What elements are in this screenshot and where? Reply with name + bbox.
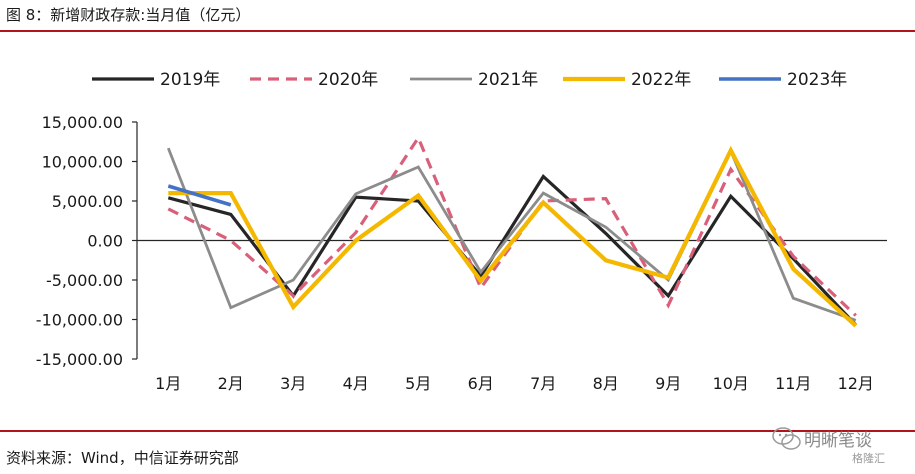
y-tick-label: 5,000.00: [52, 192, 123, 211]
watermark: 明晰笔谈 格隆汇: [770, 424, 910, 472]
wechat-icon: [772, 427, 801, 450]
x-tick-label: 12月: [838, 374, 874, 393]
x-tick-label: 9月: [655, 374, 681, 393]
source-note: 资料来源：Wind，中信证券研究部: [6, 449, 239, 467]
y-tick-label: 15,000.00: [42, 113, 123, 132]
chart-legend: 2019年 2020年 2021年 2022年 2023年: [92, 70, 847, 90]
legend-label: 2020年: [318, 70, 378, 90]
legend-label: 2023年: [787, 70, 847, 90]
watermark-text: 明晰笔谈: [804, 431, 872, 451]
x-tick-label: 3月: [280, 374, 306, 393]
series-line-2020: [167, 134, 857, 317]
x-tick-label: 4月: [343, 374, 369, 393]
y-tick-label: -10,000.00: [36, 311, 123, 330]
legend-label: 2021年: [478, 70, 538, 90]
x-tick-label: 7月: [530, 374, 556, 393]
x-tick-label: 1月: [155, 374, 181, 393]
y-tick-label: -15,000.00: [36, 350, 123, 369]
x-axis-tick-labels: 1月 2月 3月 4月 5月 6月 7月 8月 9月 10月 11月 12月: [155, 374, 874, 393]
bottom-rule: [0, 430, 915, 432]
series-line-2021: [166, 147, 857, 322]
x-tick-label: 8月: [593, 374, 619, 393]
series-line-2019: [167, 174, 857, 327]
y-axis-tick-labels: 15,000.00 10,000.00 5,000.00 0.00 -5,000.00 -…: [36, 113, 137, 369]
watermark-sub-text: 格隆汇: [852, 452, 885, 465]
x-tick-label: 6月: [468, 374, 494, 393]
series-line-2023: [167, 184, 232, 207]
y-tick-label: -5,000.00: [46, 271, 123, 290]
top-rule: [0, 30, 915, 32]
x-tick-label: 10月: [713, 374, 749, 393]
x-tick-label: 2月: [218, 374, 244, 393]
y-tick-label: 10,000.00: [42, 153, 123, 172]
figure-title: 图 8：新增财政存款:当月值（亿元）: [6, 6, 251, 24]
legend-label: 2022年: [631, 70, 691, 90]
x-tick-label: 11月: [775, 374, 811, 393]
x-tick-label: 5月: [405, 374, 431, 393]
series-line-2022: [168, 145, 858, 328]
series-lines: [166, 134, 858, 328]
legend-label: 2019年: [160, 70, 220, 90]
y-tick-label: 0.00: [87, 232, 123, 251]
